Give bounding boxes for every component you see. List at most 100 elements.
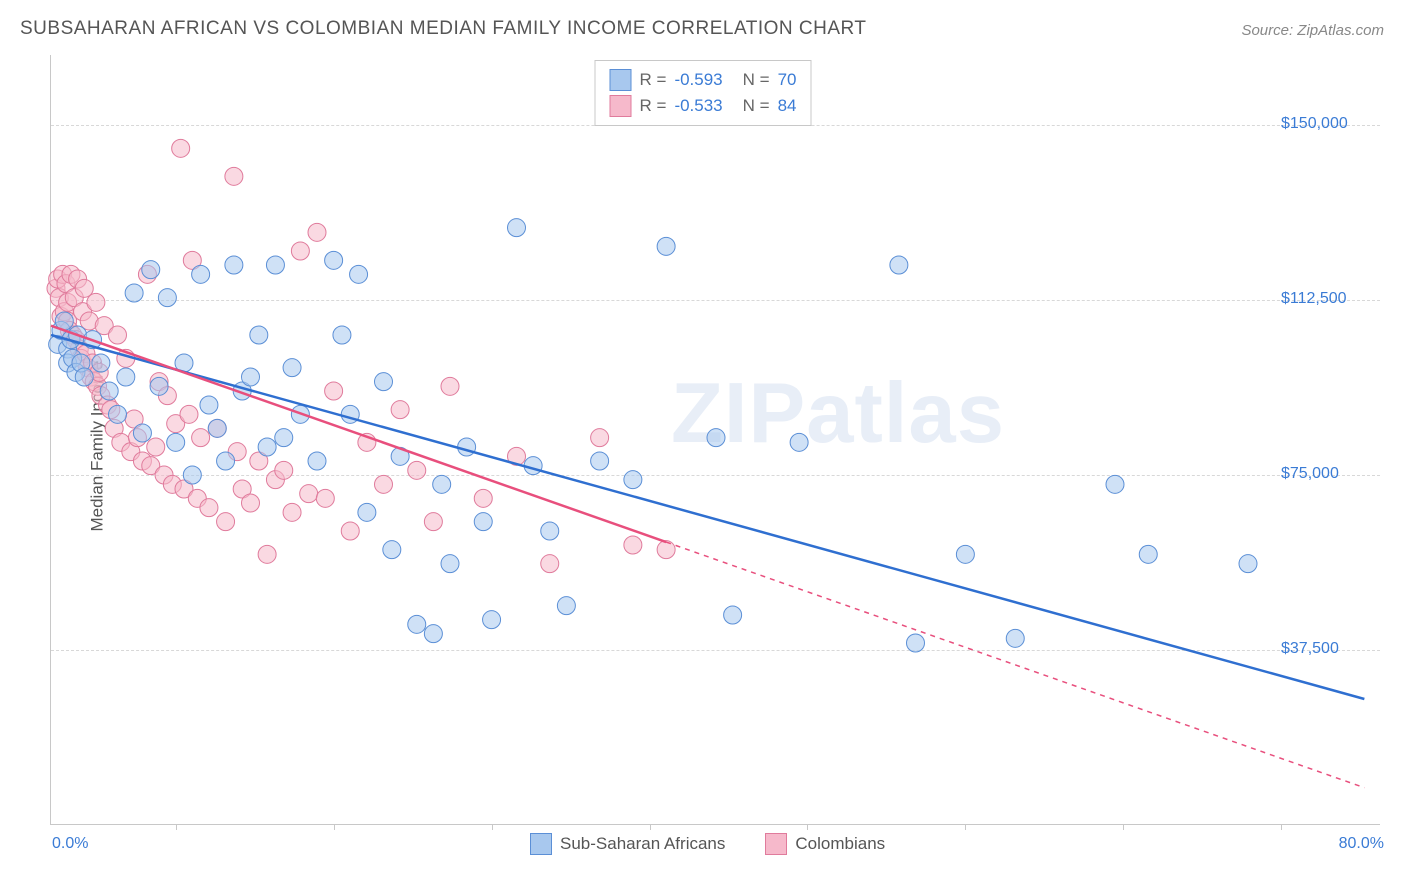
- data-point: [283, 503, 301, 521]
- stat-r-value: -0.593: [674, 70, 722, 90]
- data-point: [391, 401, 409, 419]
- data-point: [291, 242, 309, 260]
- data-point: [109, 326, 127, 344]
- data-point: [283, 359, 301, 377]
- x-axis-start-label: 0.0%: [52, 835, 88, 853]
- stat-n-label: N =: [743, 96, 770, 116]
- scatter-svg: [51, 55, 1380, 824]
- data-point: [375, 475, 393, 493]
- data-point: [275, 429, 293, 447]
- legend-swatch: [765, 833, 787, 855]
- data-point: [167, 433, 185, 451]
- data-point: [75, 368, 93, 386]
- data-point: [441, 555, 459, 573]
- x-tick-mark: [1123, 824, 1124, 830]
- data-point: [424, 513, 442, 531]
- x-tick-mark: [176, 824, 177, 830]
- data-point: [591, 452, 609, 470]
- data-point: [125, 284, 143, 302]
- regression-line-extrapolated: [666, 542, 1364, 788]
- stat-row: R = -0.533N = 84: [610, 93, 797, 119]
- data-point: [1239, 555, 1257, 573]
- data-point: [1139, 545, 1157, 563]
- data-point: [316, 489, 334, 507]
- data-point: [408, 461, 426, 479]
- data-point: [217, 513, 235, 531]
- data-point: [591, 429, 609, 447]
- legend-item: Colombians: [765, 833, 885, 855]
- data-point: [225, 167, 243, 185]
- data-point: [275, 461, 293, 479]
- stat-n-value: 70: [778, 70, 797, 90]
- data-point: [541, 522, 559, 540]
- data-point: [300, 485, 318, 503]
- correlation-stat-box: R = -0.593N = 70R = -0.533N = 84: [595, 60, 812, 126]
- legend-label: Sub-Saharan Africans: [560, 834, 725, 854]
- legend-label: Colombians: [795, 834, 885, 854]
- legend-swatch: [530, 833, 552, 855]
- data-point: [458, 438, 476, 456]
- bottom-legend: Sub-Saharan Africans Colombians: [530, 833, 885, 855]
- data-point: [433, 475, 451, 493]
- data-point: [200, 396, 218, 414]
- data-point: [724, 606, 742, 624]
- data-point: [483, 611, 501, 629]
- x-tick-mark: [334, 824, 335, 830]
- data-point: [133, 424, 151, 442]
- data-point: [200, 499, 218, 517]
- stat-row: R = -0.593N = 70: [610, 67, 797, 93]
- data-point: [87, 293, 105, 311]
- data-point: [358, 503, 376, 521]
- data-point: [657, 541, 675, 559]
- data-point: [217, 452, 235, 470]
- data-point: [350, 265, 368, 283]
- data-point: [474, 489, 492, 507]
- legend-swatch: [610, 95, 632, 117]
- data-point: [250, 326, 268, 344]
- data-point: [341, 522, 359, 540]
- data-point: [1006, 629, 1024, 647]
- data-point: [333, 326, 351, 344]
- data-point: [424, 625, 442, 643]
- data-point: [624, 471, 642, 489]
- x-tick-mark: [650, 824, 651, 830]
- x-axis-end-label: 80.0%: [1339, 835, 1384, 853]
- x-tick-mark: [492, 824, 493, 830]
- regression-line: [51, 335, 1364, 699]
- data-point: [557, 597, 575, 615]
- stat-r-value: -0.533: [674, 96, 722, 116]
- data-point: [308, 452, 326, 470]
- data-point: [117, 368, 135, 386]
- data-point: [907, 634, 925, 652]
- chart-title: SUBSAHARAN AFRICAN VS COLOMBIAN MEDIAN F…: [20, 18, 867, 40]
- data-point: [142, 261, 160, 279]
- data-point: [258, 438, 276, 456]
- legend-item: Sub-Saharan Africans: [530, 833, 725, 855]
- data-point: [441, 377, 459, 395]
- data-point: [707, 429, 725, 447]
- data-point: [408, 615, 426, 633]
- data-point: [258, 545, 276, 563]
- data-point: [657, 237, 675, 255]
- stat-r-label: R =: [640, 70, 667, 90]
- data-point: [150, 377, 168, 395]
- data-point: [474, 513, 492, 531]
- data-point: [100, 382, 118, 400]
- x-tick-mark: [1281, 824, 1282, 830]
- data-point: [1106, 475, 1124, 493]
- data-point: [172, 139, 190, 157]
- data-point: [541, 555, 559, 573]
- data-point: [158, 289, 176, 307]
- data-point: [325, 382, 343, 400]
- data-point: [225, 256, 243, 274]
- data-point: [308, 223, 326, 241]
- data-point: [325, 251, 343, 269]
- stat-r-label: R =: [640, 96, 667, 116]
- x-tick-mark: [807, 824, 808, 830]
- data-point: [109, 405, 127, 423]
- data-point: [266, 256, 284, 274]
- data-point: [790, 433, 808, 451]
- data-point: [890, 256, 908, 274]
- data-point: [508, 219, 526, 237]
- data-point: [956, 545, 974, 563]
